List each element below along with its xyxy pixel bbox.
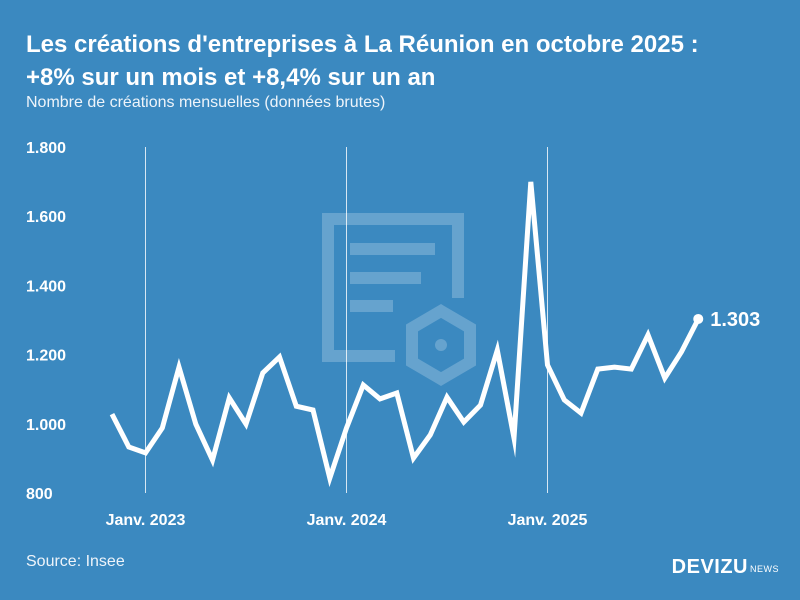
y-tick-label: 800 bbox=[26, 486, 53, 503]
last-value-label: 1.303 bbox=[710, 309, 760, 331]
x-tick-label: Janv. 2025 bbox=[508, 512, 588, 529]
brand-suffix: NEWS bbox=[750, 564, 779, 574]
brand-name: DEVIZU bbox=[671, 556, 748, 578]
chart-title: Les créations d'entreprises à La Réunion… bbox=[26, 28, 786, 94]
y-tick-label: 1.000 bbox=[26, 417, 66, 434]
watermark-document-icon bbox=[322, 213, 476, 386]
y-tick-label: 1.800 bbox=[26, 140, 66, 157]
source-note: Source: Insee bbox=[26, 553, 125, 570]
brand-logo: DEVIZU NEWS bbox=[671, 556, 779, 579]
x-tick-label: Janv. 2023 bbox=[106, 512, 186, 529]
title-line-1: Les créations d'entreprises à La Réunion… bbox=[26, 31, 699, 58]
series-line bbox=[109, 181, 701, 488]
y-tick-label: 1.400 bbox=[26, 278, 66, 295]
y-tick-label: 1.600 bbox=[26, 209, 66, 226]
chart-subtitle: Nombre de créations mensuelles (données … bbox=[26, 94, 386, 111]
y-tick-label: 1.200 bbox=[26, 348, 66, 365]
data-point bbox=[693, 313, 704, 324]
title-line-2: +8% sur un mois et +8,4% sur un an bbox=[26, 64, 436, 91]
x-tick-label: Janv. 2024 bbox=[307, 512, 387, 529]
